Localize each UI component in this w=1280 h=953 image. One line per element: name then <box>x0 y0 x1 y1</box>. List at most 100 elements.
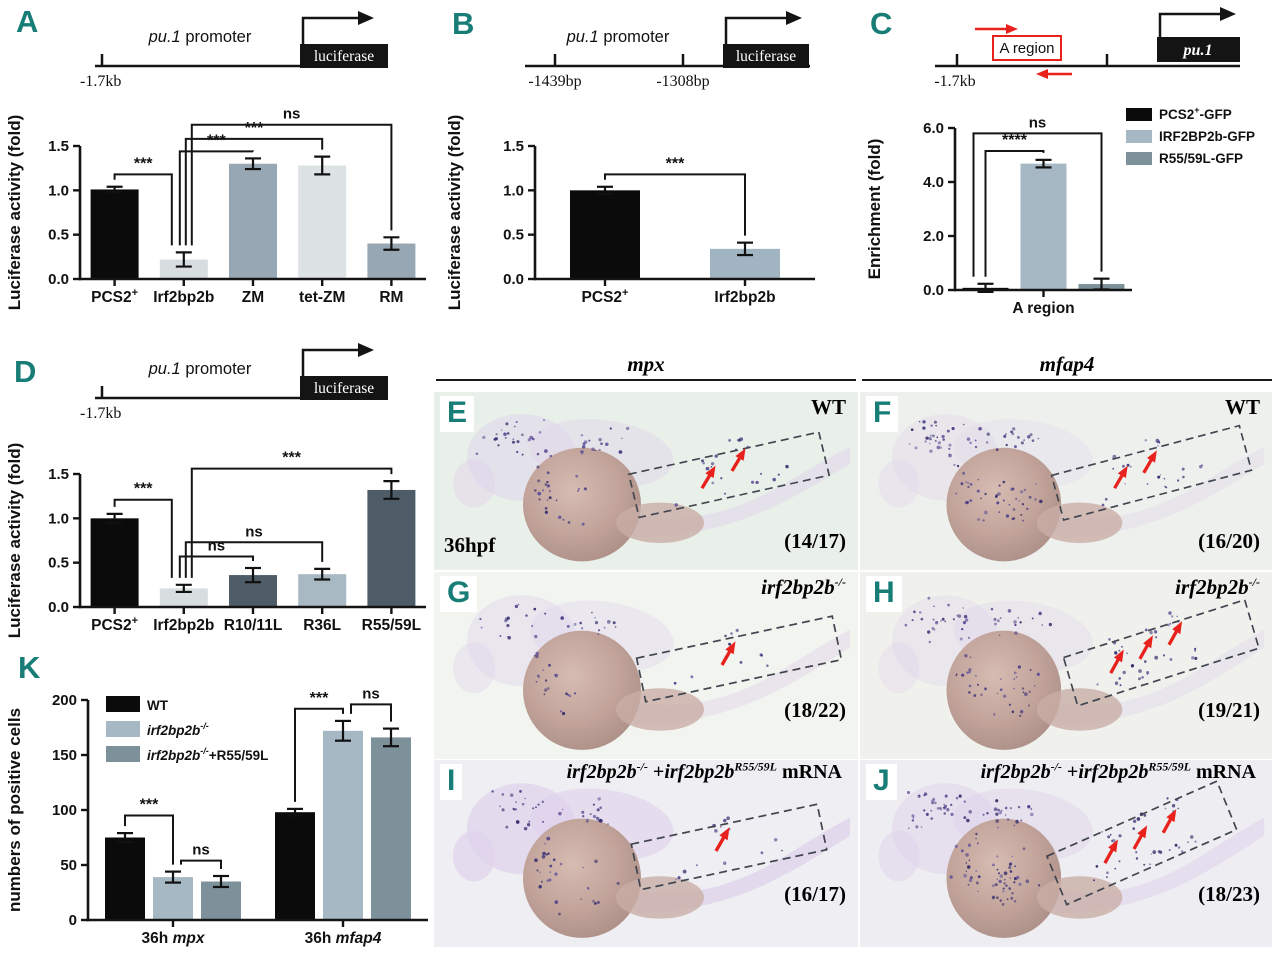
chart-K-legend: WT irf2bp2b-/- irf2bp2b-/-+R55/59L <box>106 696 268 763</box>
y-axis-title: numbers of positive cells <box>5 708 24 912</box>
chart-B-bar-0-0 <box>570 190 640 279</box>
transcription-arrow <box>301 348 360 376</box>
panel-h-condition: irf2bp2b-/- <box>1175 575 1260 599</box>
roi-dashed-box <box>627 431 831 519</box>
transcription-arrow <box>1158 12 1222 37</box>
legend-label: R55/59L-GFP <box>1159 151 1243 166</box>
chart-A-cat-0: PCS2+ <box>91 287 138 306</box>
y-axis-title: Luciferase activity (fold) <box>5 443 24 639</box>
chart-D-cat-4: R55/59L <box>362 617 421 634</box>
embryo-otic-region <box>453 459 495 508</box>
roi-dashed-box <box>635 615 843 703</box>
embryo-yolk-extension <box>1036 688 1123 731</box>
pu1-gene-box <box>1157 37 1240 62</box>
chart-A-bar-2-0 <box>229 163 277 279</box>
significance-label: *** <box>140 797 159 814</box>
stain-pointer-arrow <box>714 827 730 852</box>
stain-pointer-arrow <box>1113 465 1128 490</box>
panel-e-condition: WT <box>810 395 846 419</box>
panel-g: G irf2bp2b-/- (18/22) <box>434 572 858 759</box>
a-region-label: A region <box>999 40 1054 57</box>
significance-bracket <box>972 132 1103 277</box>
chart-A-bar-1-0 <box>159 259 208 279</box>
panel-f-condition: WT <box>1224 395 1260 419</box>
chart-D-bar-4-0 <box>367 489 416 607</box>
panel-f-count: (16/20) <box>1198 529 1260 553</box>
stain-pointer-arrow <box>1138 635 1153 660</box>
legend-label: IRF2BP2b-GFP <box>1159 129 1255 144</box>
svg-text:2.0: 2.0 <box>923 228 944 245</box>
stain-pointer-arrow <box>730 448 746 472</box>
panel-a-label: A <box>16 4 39 39</box>
panel-i: I irf2bp2b-/- +irf2bp2bR55/59L mRNA (16/… <box>434 760 858 947</box>
reverse-primer-arrowhead <box>1036 69 1048 79</box>
chart-K-cat-0: 36h mpx <box>142 930 206 947</box>
panel-d-promoter-diagram: luciferase -1.7kb pu.1 promoter <box>80 343 388 422</box>
svg-text:0.0: 0.0 <box>48 271 69 288</box>
chart-C-svg: 0.0 2.0 4.0 6.0 A region Enrichment (fold) ***… <box>865 105 1255 317</box>
bp-label-1: -1439bp <box>528 73 581 90</box>
chart-B-cat-1: Irf2bp2b <box>714 289 775 306</box>
significance-label: *** <box>282 450 301 467</box>
significance-bracket <box>184 541 324 578</box>
significance-label: *** <box>134 155 153 172</box>
legend-label: irf2bp2b-/- <box>147 721 209 738</box>
mpx-column-header: mpx <box>436 352 856 381</box>
panel-i-count: (16/17) <box>784 882 846 906</box>
forward-primer-arrowhead <box>1006 24 1018 34</box>
svg-text:1.5: 1.5 <box>48 138 69 155</box>
svg-text:6.0: 6.0 <box>923 120 944 137</box>
chart-D-cat-3: R36L <box>303 617 341 634</box>
svg-text:150: 150 <box>52 747 77 764</box>
embryo-yolk-extension <box>616 502 704 544</box>
luciferase-box <box>723 44 809 68</box>
svg-text:50: 50 <box>60 857 77 874</box>
promoter-label: pu.1 promoter <box>148 28 252 46</box>
embryo-yolk <box>946 447 1062 562</box>
stain-pointer-arrow <box>1132 825 1148 850</box>
embryo-yolk-extension <box>616 876 704 919</box>
significance-bracket <box>350 703 392 722</box>
svg-text:0.5: 0.5 <box>48 555 69 572</box>
transcription-arrowhead <box>786 11 802 25</box>
chart-C-bar-0-1 <box>1020 163 1067 290</box>
embryo-yolk <box>523 630 641 750</box>
significance-bracket <box>178 555 254 578</box>
svg-text:200: 200 <box>52 692 77 709</box>
panel-j-letter: J <box>866 764 897 800</box>
significance-label: *** <box>134 481 153 498</box>
significance-label: ns <box>245 523 263 540</box>
embryo-otic-region <box>453 642 495 694</box>
significance-bracket <box>984 149 1045 277</box>
promoter-label: pu.1 promoter <box>566 28 670 46</box>
panel-e: E WT (14/17) 36hpf <box>434 392 858 570</box>
significance-label: ns <box>1029 114 1047 131</box>
embryo-otic-region <box>878 642 920 694</box>
embryo-image-mfap4-mutant <box>860 572 1272 759</box>
transcription-arrowhead <box>358 11 374 25</box>
embryo-yolk <box>523 447 641 562</box>
roi-dashed-box <box>1050 424 1253 522</box>
embryo-yolk-extension <box>616 688 704 731</box>
chart-B-svg: 0.0 0.5 1.0 1.5 PCS2+ Irf2bp2b Luciferase acti… <box>445 115 815 310</box>
panel-f: F WT (16/20) <box>860 392 1272 570</box>
panel-b-label: B <box>452 6 475 41</box>
significance-bracket <box>124 814 174 865</box>
luciferase-label: luciferase <box>314 380 374 397</box>
panel-b-chart: 0.0 0.5 1.0 1.5 PCS2+ Irf2bp2b Luciferase acti… <box>440 102 860 317</box>
stain-pointer-arrow <box>1161 809 1177 834</box>
svg-text:0.0: 0.0 <box>48 599 69 616</box>
significance-label: *** <box>310 690 329 707</box>
a-region-box <box>992 35 1062 61</box>
panel-j-condition: irf2bp2b-/- +irf2bp2bR55/59L mRNA <box>980 760 1256 783</box>
chart-A-svg: 0.0 0.5 1.0 1.5 PCS2+ Irf2bp2b ZM tet-ZM RM Lucif… <box>5 106 426 310</box>
roi-dashed-box <box>1045 780 1238 906</box>
legend-swatch <box>1126 152 1152 165</box>
chart-D-svg: 0.0 0.5 1.0 1.5 PCS2+ Irf2bp2b R10/11L R36L R55/… <box>5 443 426 639</box>
chart-D-bar-0-0 <box>90 518 139 607</box>
significance-label: ns <box>208 537 226 554</box>
kb-label: -1.7kb <box>80 73 121 90</box>
panel-e-letter: E <box>440 396 475 432</box>
svg-text:4.0: 4.0 <box>923 174 944 191</box>
